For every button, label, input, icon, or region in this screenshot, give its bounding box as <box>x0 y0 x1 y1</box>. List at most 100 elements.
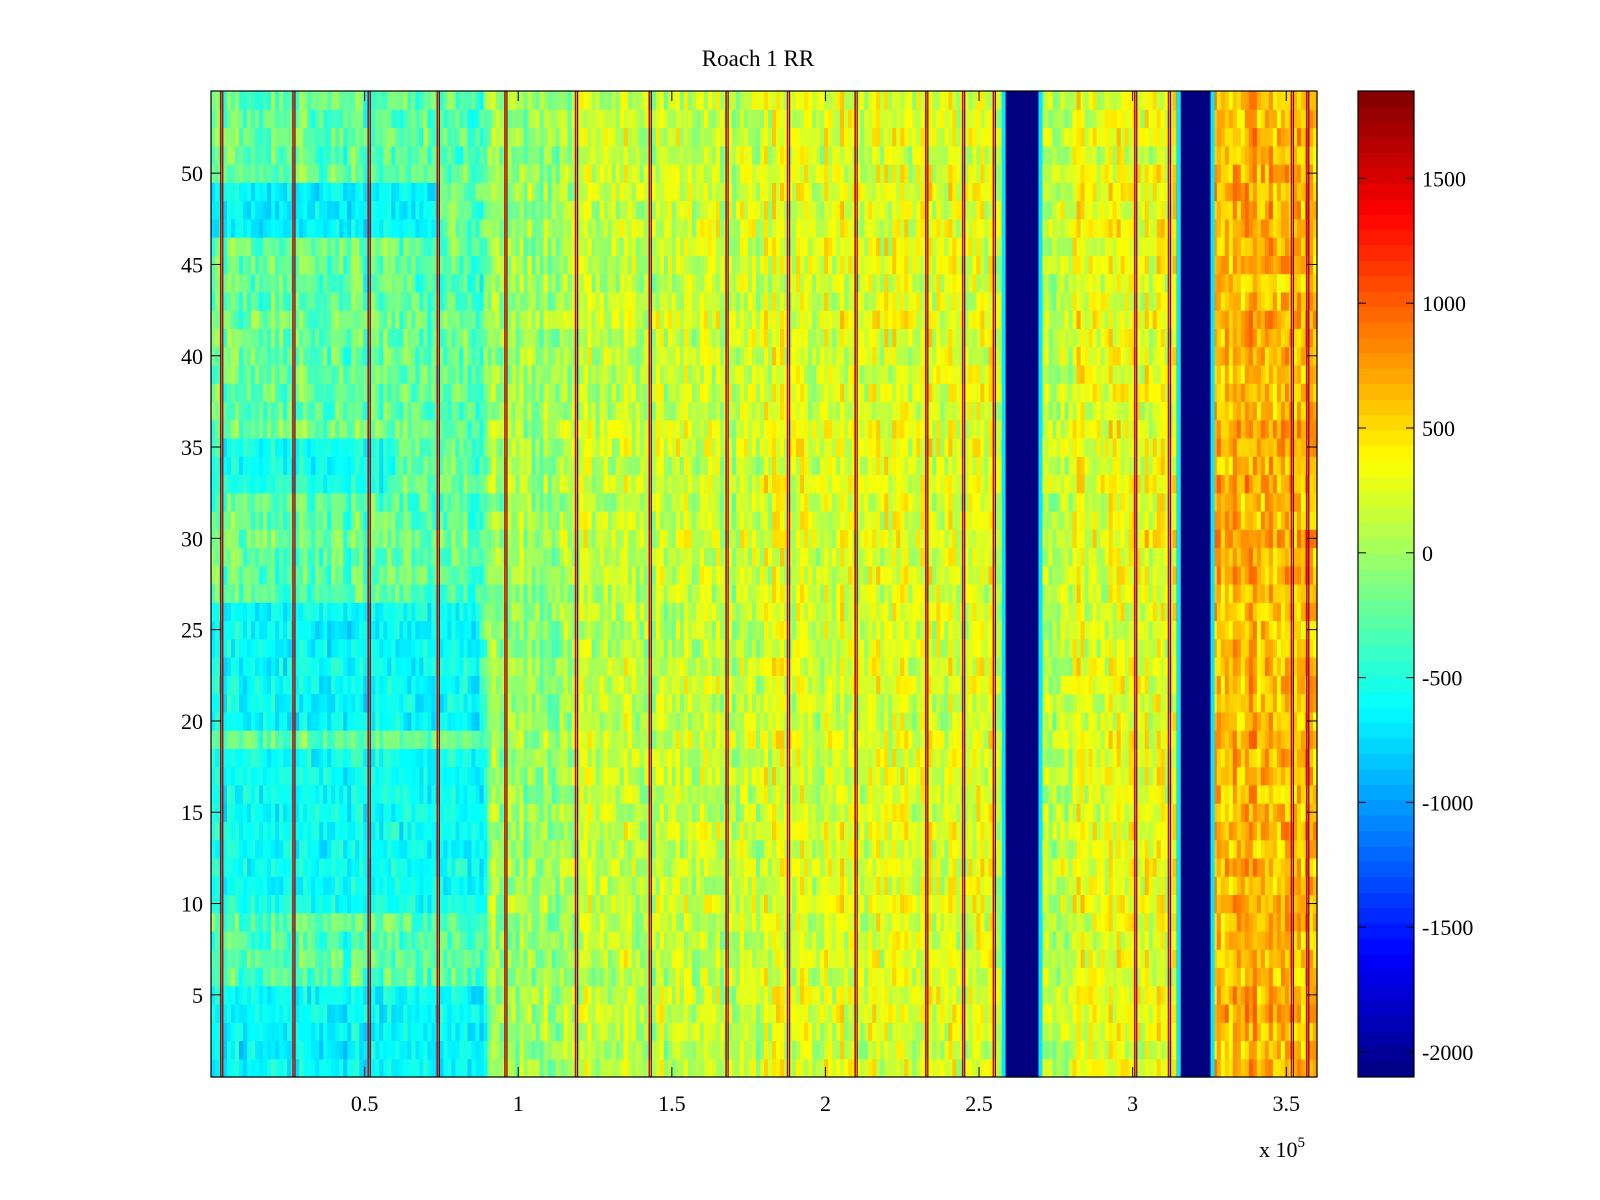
heatmap-cell <box>463 949 469 969</box>
heatmap-cell <box>1068 1040 1074 1060</box>
heatmap-cell <box>303 748 308 768</box>
heatmap-cell <box>784 1003 789 1023</box>
heatmap-cell <box>1172 1003 1178 1023</box>
heatmap-cell <box>511 912 517 932</box>
heatmap-cell <box>908 1022 913 1042</box>
heatmap-cell <box>812 1040 817 1060</box>
heatmap-cell <box>567 876 573 896</box>
heatmap-cell <box>864 930 869 950</box>
heatmap-cell <box>367 967 372 987</box>
heatmap-cell <box>247 912 252 932</box>
heatmap-cell <box>1012 784 1018 804</box>
heatmap-cell <box>231 894 236 914</box>
heatmap-cell <box>1240 821 1246 841</box>
heatmap-cell <box>788 839 793 859</box>
heatmap-cell <box>1280 912 1286 932</box>
heatmap-cell <box>519 985 525 1005</box>
heatmap-cell <box>687 1040 693 1060</box>
heatmap-cell <box>479 894 485 914</box>
heatmap-cell <box>343 967 348 987</box>
heatmap-cell <box>475 1040 481 1060</box>
heatmap-cell <box>687 1022 693 1042</box>
heatmap-cell <box>1252 985 1258 1005</box>
heatmap-cell <box>1028 1040 1034 1060</box>
heatmap-cell <box>423 949 428 969</box>
heatmap-cell <box>399 967 404 987</box>
heatmap-cell <box>343 1040 348 1060</box>
heatmap-cell <box>1312 1040 1318 1060</box>
heatmap-cell <box>703 1003 709 1023</box>
heatmap-cell <box>459 821 465 841</box>
heatmap-cell <box>259 766 264 786</box>
heatmap-cell <box>719 1058 725 1078</box>
heatmap-cell <box>792 985 797 1005</box>
heatmap-cell <box>1280 949 1286 969</box>
heatmap-cell <box>743 766 749 786</box>
heatmap-cell <box>371 949 376 969</box>
heatmap-cell <box>1016 1003 1022 1023</box>
heatmap-cell <box>912 748 917 768</box>
heatmap-cell <box>443 949 449 969</box>
heatmap-cell <box>239 1058 244 1078</box>
heatmap-cell <box>691 857 697 877</box>
heatmap-cell <box>1232 1003 1238 1023</box>
heatmap-cell <box>339 1022 344 1042</box>
heatmap-cell <box>1144 784 1150 804</box>
heatmap-cell <box>635 839 641 859</box>
heatmap-cell <box>687 894 693 914</box>
heatmap-cell <box>836 784 841 804</box>
heatmap-cell <box>1060 803 1066 822</box>
heatmap-cell <box>675 1058 681 1078</box>
heatmap-cell <box>387 766 392 786</box>
heatmap-cell <box>1108 985 1114 1005</box>
heatmap-cell <box>655 748 661 768</box>
heatmap-cell <box>275 1058 280 1078</box>
heatmap-cell <box>623 839 629 859</box>
heatmap-cell <box>1256 766 1262 786</box>
heatmap-cell <box>523 1003 529 1023</box>
heatmap-cell <box>1192 912 1198 932</box>
heatmap-cell <box>904 821 909 841</box>
heatmap-cell <box>643 949 649 969</box>
heatmap-cell <box>383 949 388 969</box>
heatmap-cell <box>599 985 605 1005</box>
heatmap-cell <box>499 912 505 932</box>
heatmap-cell <box>571 821 577 841</box>
heatmap-cell <box>1212 748 1218 768</box>
heatmap-cell <box>828 1022 833 1042</box>
heatmap-cell <box>547 766 553 786</box>
heatmap-cell <box>1116 967 1122 987</box>
heatmap-cell <box>944 766 949 786</box>
heatmap-cell <box>1312 912 1318 932</box>
heatmap-cell <box>531 876 537 896</box>
heatmap-cell <box>1112 857 1118 877</box>
heatmap-cell <box>431 1040 437 1060</box>
heatmap-cell <box>1128 857 1134 877</box>
heatmap-cell <box>515 839 521 859</box>
heatmap-cell <box>671 1003 677 1023</box>
heatmap-cell <box>1004 803 1010 822</box>
heatmap-cell <box>719 876 725 896</box>
heatmap-cell <box>792 839 797 859</box>
heatmap-cell <box>1308 967 1314 987</box>
heatmap-cell <box>495 766 501 786</box>
heatmap-cell <box>872 949 877 969</box>
heatmap-cell <box>1216 803 1222 822</box>
heatmap-cell <box>964 821 969 841</box>
heatmap-cell <box>379 949 384 969</box>
heatmap-cell <box>856 985 861 1005</box>
heatmap-cell <box>423 1058 428 1078</box>
heatmap-cell <box>619 876 625 896</box>
heatmap-cell <box>832 949 837 969</box>
heatmap-cell <box>1124 930 1130 950</box>
heatmap-cell <box>407 1058 412 1078</box>
heatmap-cell <box>595 784 601 804</box>
heatmap-cell <box>455 876 461 896</box>
heatmap-cell <box>243 803 248 822</box>
heatmap-cell <box>551 803 557 822</box>
heatmap-cell <box>1292 967 1298 987</box>
heatmap-cell <box>347 985 352 1005</box>
heatmap-cell <box>551 839 557 859</box>
heatmap-cell <box>1076 784 1082 804</box>
heatmap-cell <box>1056 784 1062 804</box>
